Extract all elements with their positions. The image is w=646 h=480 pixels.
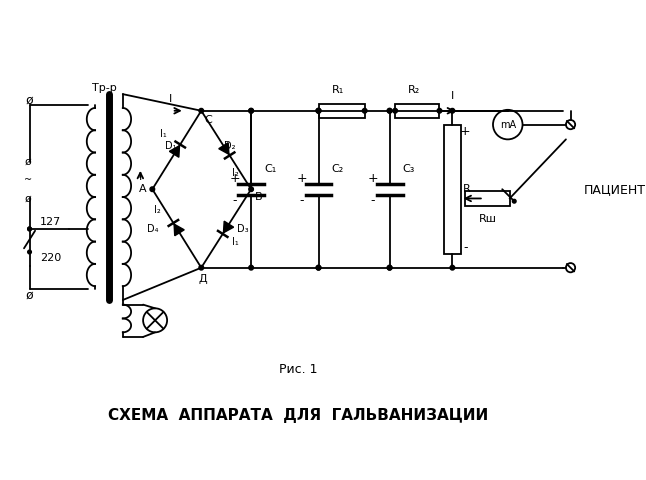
Text: I₂: I₂	[154, 205, 160, 216]
Circle shape	[249, 108, 253, 113]
Bar	[318, 104, 365, 118]
Text: C₂: C₂	[331, 164, 344, 174]
Text: D₁: D₁	[165, 141, 176, 151]
Circle shape	[316, 108, 321, 113]
Text: ø: ø	[25, 156, 31, 167]
Text: Д: Д	[199, 274, 207, 284]
Text: -: -	[300, 194, 304, 207]
Text: Тр-р: Тр-р	[92, 83, 117, 93]
Text: Рис. 1: Рис. 1	[279, 363, 317, 376]
Circle shape	[388, 265, 392, 270]
Text: -: -	[371, 194, 375, 207]
Text: ø: ø	[25, 193, 31, 204]
Circle shape	[199, 265, 203, 270]
Circle shape	[28, 227, 32, 231]
Circle shape	[393, 108, 397, 113]
Text: 220: 220	[40, 253, 61, 264]
Circle shape	[437, 108, 442, 113]
Text: +: +	[460, 125, 471, 138]
Text: СХЕМА  АППАРАТА  ДЛЯ  ГАЛЬВАНИЗАЦИИ: СХЕМА АППАРАТА ДЛЯ ГАЛЬВАНИЗАЦИИ	[108, 408, 488, 423]
Circle shape	[512, 199, 516, 203]
Text: D₄: D₄	[147, 224, 158, 234]
Circle shape	[450, 108, 455, 113]
Text: C₃: C₃	[402, 164, 415, 174]
Text: A: A	[140, 184, 147, 194]
Polygon shape	[174, 224, 184, 236]
Circle shape	[249, 265, 253, 270]
Circle shape	[316, 265, 321, 270]
Circle shape	[28, 227, 32, 231]
Circle shape	[316, 108, 321, 113]
Circle shape	[150, 187, 154, 192]
Circle shape	[249, 108, 253, 113]
Bar	[444, 125, 461, 254]
Circle shape	[249, 187, 253, 192]
Text: I₁: I₁	[232, 237, 239, 247]
Text: R₂: R₂	[408, 85, 420, 96]
Text: C₁: C₁	[264, 164, 276, 174]
Text: I₂: I₂	[232, 168, 239, 178]
Circle shape	[388, 265, 392, 270]
Bar	[395, 104, 439, 118]
Text: R₁: R₁	[332, 85, 344, 96]
Circle shape	[316, 265, 321, 270]
Text: I: I	[169, 94, 172, 104]
Polygon shape	[219, 143, 229, 154]
Circle shape	[28, 250, 32, 254]
Circle shape	[388, 108, 392, 113]
Text: R: R	[463, 184, 471, 194]
Text: +: +	[368, 172, 379, 185]
Polygon shape	[224, 221, 234, 233]
Text: mA: mA	[500, 120, 516, 130]
Circle shape	[388, 108, 392, 113]
Text: -: -	[233, 194, 236, 207]
Text: -: -	[463, 241, 468, 254]
Circle shape	[316, 108, 321, 113]
Text: I: I	[451, 91, 454, 101]
Text: +: +	[229, 172, 240, 185]
Circle shape	[450, 265, 455, 270]
Text: ~: ~	[24, 175, 32, 185]
Text: ø: ø	[26, 93, 34, 106]
Text: D₃: D₃	[237, 224, 249, 234]
Circle shape	[362, 108, 367, 113]
Text: I: I	[139, 172, 142, 182]
Text: 127: 127	[40, 216, 61, 227]
Text: ø: ø	[26, 289, 34, 302]
Text: D₂: D₂	[224, 141, 236, 151]
Text: B: B	[255, 192, 262, 202]
Text: +: +	[297, 172, 307, 185]
Text: ПАЦИЕНТ: ПАЦИЕНТ	[583, 183, 645, 196]
Bar	[465, 191, 510, 206]
Polygon shape	[169, 145, 180, 157]
Text: C: C	[205, 115, 213, 125]
Text: Rш: Rш	[479, 214, 497, 224]
Circle shape	[199, 108, 203, 113]
Text: I₁: I₁	[160, 129, 167, 139]
